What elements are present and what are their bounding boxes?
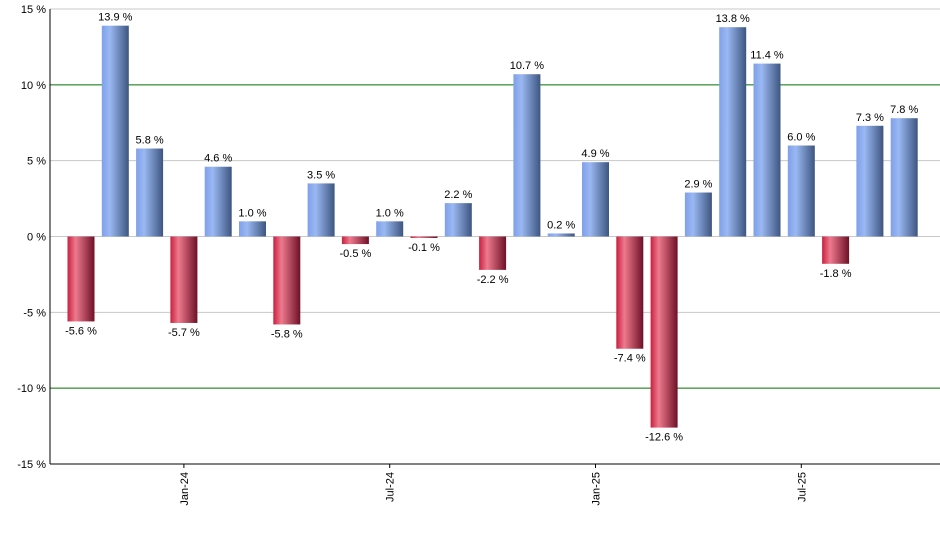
data-label: 13.9 %: [98, 12, 132, 24]
data-label: -5.8 %: [271, 328, 303, 340]
data-label: 2.9 %: [684, 179, 712, 191]
data-label: -1.8 %: [820, 268, 852, 280]
data-label: 2.2 %: [444, 189, 472, 201]
data-label: 6.0 %: [787, 132, 815, 144]
y-tick-label: 0 %: [27, 232, 46, 244]
bar-negative: [170, 236, 198, 323]
data-label: 5.8 %: [136, 135, 164, 147]
data-label: 3.5 %: [307, 169, 335, 181]
bar-negative: [273, 236, 301, 325]
y-tick-label: -15 %: [17, 459, 46, 471]
data-label: -0.1 %: [408, 242, 440, 254]
data-label: 13.8 %: [716, 13, 750, 25]
bar-positive: [444, 203, 472, 237]
bar-positive: [513, 74, 541, 237]
x-tick-label: Jul-24: [385, 472, 397, 502]
data-label: 4.9 %: [581, 148, 609, 160]
bar-positive: [204, 166, 232, 237]
y-tick-label: 10 %: [21, 80, 46, 92]
data-label: 7.3 %: [856, 112, 884, 124]
data-label: 11.4 %: [750, 50, 784, 62]
data-label: 7.8 %: [890, 104, 918, 116]
bar-positive: [787, 145, 815, 237]
data-label: 1.0 %: [238, 207, 266, 219]
bar-positive: [376, 221, 404, 237]
data-label: -5.7 %: [168, 327, 200, 339]
data-label: -7.4 %: [614, 353, 646, 365]
x-tick-label: Jul-25: [796, 472, 808, 502]
bar-negative: [341, 236, 369, 245]
data-label: 1.0 %: [376, 207, 404, 219]
bar-negative: [410, 236, 438, 239]
bar-positive: [890, 118, 918, 237]
bar-negative: [822, 236, 850, 264]
bar-positive: [101, 25, 129, 237]
bar-positive: [582, 162, 609, 237]
y-tick-label: 15 %: [21, 4, 46, 16]
data-label: -5.6 %: [65, 325, 97, 337]
bar-positive: [753, 63, 781, 237]
data-label: -0.5 %: [340, 248, 372, 260]
bar-negative: [67, 236, 95, 322]
x-tick-label: Jan-24: [179, 472, 191, 506]
data-label: -12.6 %: [645, 432, 683, 444]
bar-positive: [547, 233, 575, 237]
bar-positive: [239, 221, 266, 237]
bar-positive: [136, 148, 164, 237]
bar-negative: [616, 236, 644, 349]
bar-positive: [856, 125, 884, 237]
y-tick-label: 5 %: [27, 156, 46, 168]
y-tick-label: -5 %: [23, 307, 46, 319]
data-label: 0.2 %: [547, 219, 575, 231]
data-label: -2.2 %: [477, 274, 509, 286]
bar-positive: [684, 192, 712, 237]
bar-negative: [479, 236, 507, 270]
x-tick-label: Jan-25: [591, 472, 603, 506]
bar-negative: [650, 236, 678, 428]
data-label: 10.7 %: [510, 60, 544, 72]
y-tick-label: -10 %: [17, 383, 46, 395]
bar-positive: [719, 27, 747, 237]
bar-positive: [307, 183, 335, 237]
data-label: 4.6 %: [204, 153, 232, 165]
